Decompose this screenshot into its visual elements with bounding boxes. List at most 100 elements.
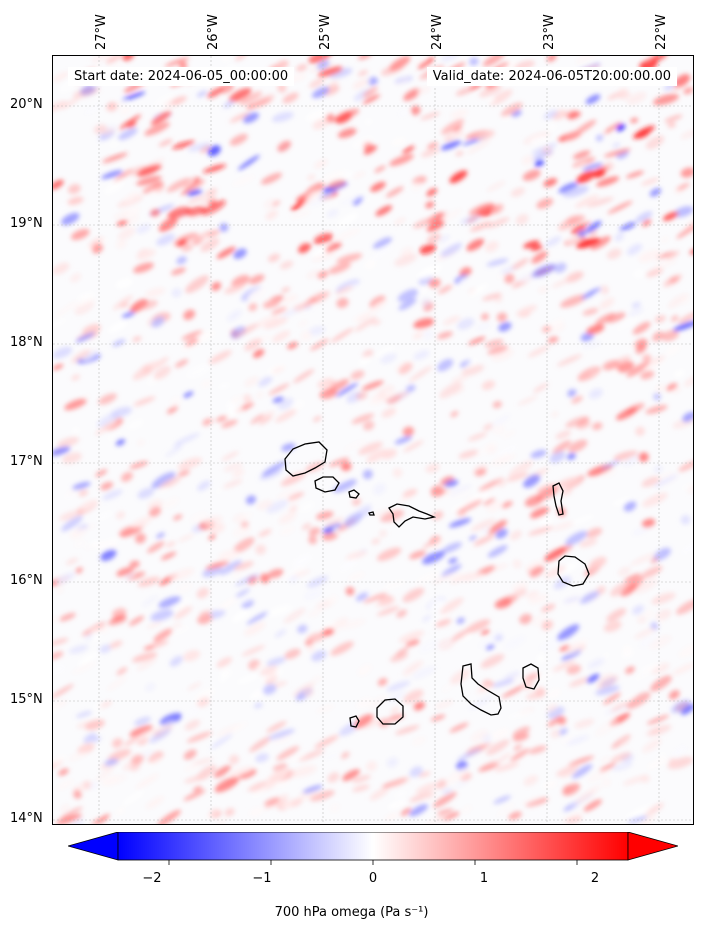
omega-cell [258, 376, 273, 387]
omega-cell [400, 807, 412, 817]
omega-cell [606, 608, 627, 622]
omega-cell [625, 170, 644, 179]
omega-cell [663, 274, 682, 287]
omega-cell [682, 411, 693, 423]
omega-cell [196, 90, 208, 98]
omega-cell [403, 88, 421, 101]
omega-cell [668, 690, 680, 700]
omega-cell [560, 294, 587, 308]
omega-cell [524, 672, 540, 683]
omega-cell [248, 806, 264, 817]
omega-cell [374, 598, 397, 608]
omega-cell [150, 110, 172, 126]
omega-cell [581, 341, 603, 349]
omega-cell [171, 597, 193, 612]
omega-cell [555, 430, 572, 440]
omega-cell [107, 617, 127, 626]
omega-cell [75, 332, 95, 343]
omega-cell [210, 733, 233, 750]
omega-cell [603, 620, 622, 632]
omega-cell [579, 538, 598, 548]
omega-cell [277, 140, 291, 152]
omega-cell [511, 258, 529, 270]
omega-cell [157, 487, 169, 493]
omega-cell [338, 195, 366, 206]
omega-cell [243, 394, 252, 404]
omega-cell [128, 615, 145, 626]
omega-cell [397, 289, 419, 302]
omega-cell [287, 753, 307, 763]
omega-cell [308, 56, 333, 64]
omega-cell [276, 487, 300, 500]
omega-cell [673, 369, 686, 378]
omega-cell [486, 500, 502, 513]
omega-cell [113, 212, 130, 219]
omega-cell [53, 262, 70, 275]
omega-cell [122, 56, 135, 61]
omega-cell [306, 270, 321, 279]
omega-cell [108, 749, 132, 761]
omega-cell [150, 186, 164, 197]
omega-cell [504, 671, 521, 680]
omega-cell [317, 66, 343, 77]
omega-cell [312, 675, 322, 682]
omega-cell [495, 528, 508, 539]
omega-cell [684, 376, 693, 387]
omega-cell [322, 523, 342, 534]
omega-cell [303, 588, 323, 600]
omega-cell [173, 514, 183, 521]
omega-cell [289, 505, 298, 513]
omega-cell [231, 608, 251, 623]
omega-cell [449, 572, 475, 584]
omega-cell [72, 818, 84, 824]
omega-cell [129, 560, 140, 569]
omega-cell [81, 350, 100, 361]
omega-cell [576, 170, 596, 184]
omega-cell [562, 783, 580, 796]
omega-cell [420, 112, 440, 120]
omega-cell [332, 479, 357, 493]
omega-cell [68, 751, 88, 761]
omega-cell [199, 609, 212, 616]
omega-cell [610, 581, 631, 597]
omega-cell [202, 418, 213, 426]
omega-cell [104, 100, 126, 112]
omega-cell [136, 439, 145, 447]
omega-cell [409, 804, 428, 817]
omega-cell [494, 752, 512, 765]
omega-cell [112, 738, 123, 748]
omega-cell [671, 699, 691, 713]
omega-cell [290, 765, 317, 778]
omega-cell [170, 625, 191, 636]
omega-cell [370, 245, 395, 261]
omega-cell [454, 780, 468, 788]
omega-cell [678, 460, 693, 472]
omega-cell [266, 721, 287, 733]
omega-cell [183, 749, 197, 760]
omega-cell [288, 575, 299, 584]
omega-cell [266, 657, 286, 667]
omega-cell [320, 378, 333, 390]
omega-cell [468, 742, 492, 751]
omega-cell [585, 220, 602, 233]
omega-cell [523, 240, 540, 249]
omega-cell [328, 457, 350, 467]
omega-cell [587, 769, 610, 783]
omega-cell [357, 664, 372, 676]
omega-cell [585, 94, 601, 105]
omega-cell [437, 331, 453, 339]
omega-cell [486, 739, 510, 756]
omega-cell [468, 336, 486, 346]
omega-cell [653, 392, 662, 401]
omega-cell [330, 327, 354, 343]
omega-cell [357, 56, 372, 60]
omega-cell [375, 344, 396, 359]
omega-cell [258, 529, 272, 537]
omega-cell [164, 57, 190, 68]
omega-cell [132, 336, 142, 343]
omega-cell [635, 426, 645, 436]
omega-cell [116, 219, 129, 227]
omega-cell [398, 298, 417, 311]
omega-cell [641, 177, 660, 186]
omega-cell [501, 116, 511, 122]
